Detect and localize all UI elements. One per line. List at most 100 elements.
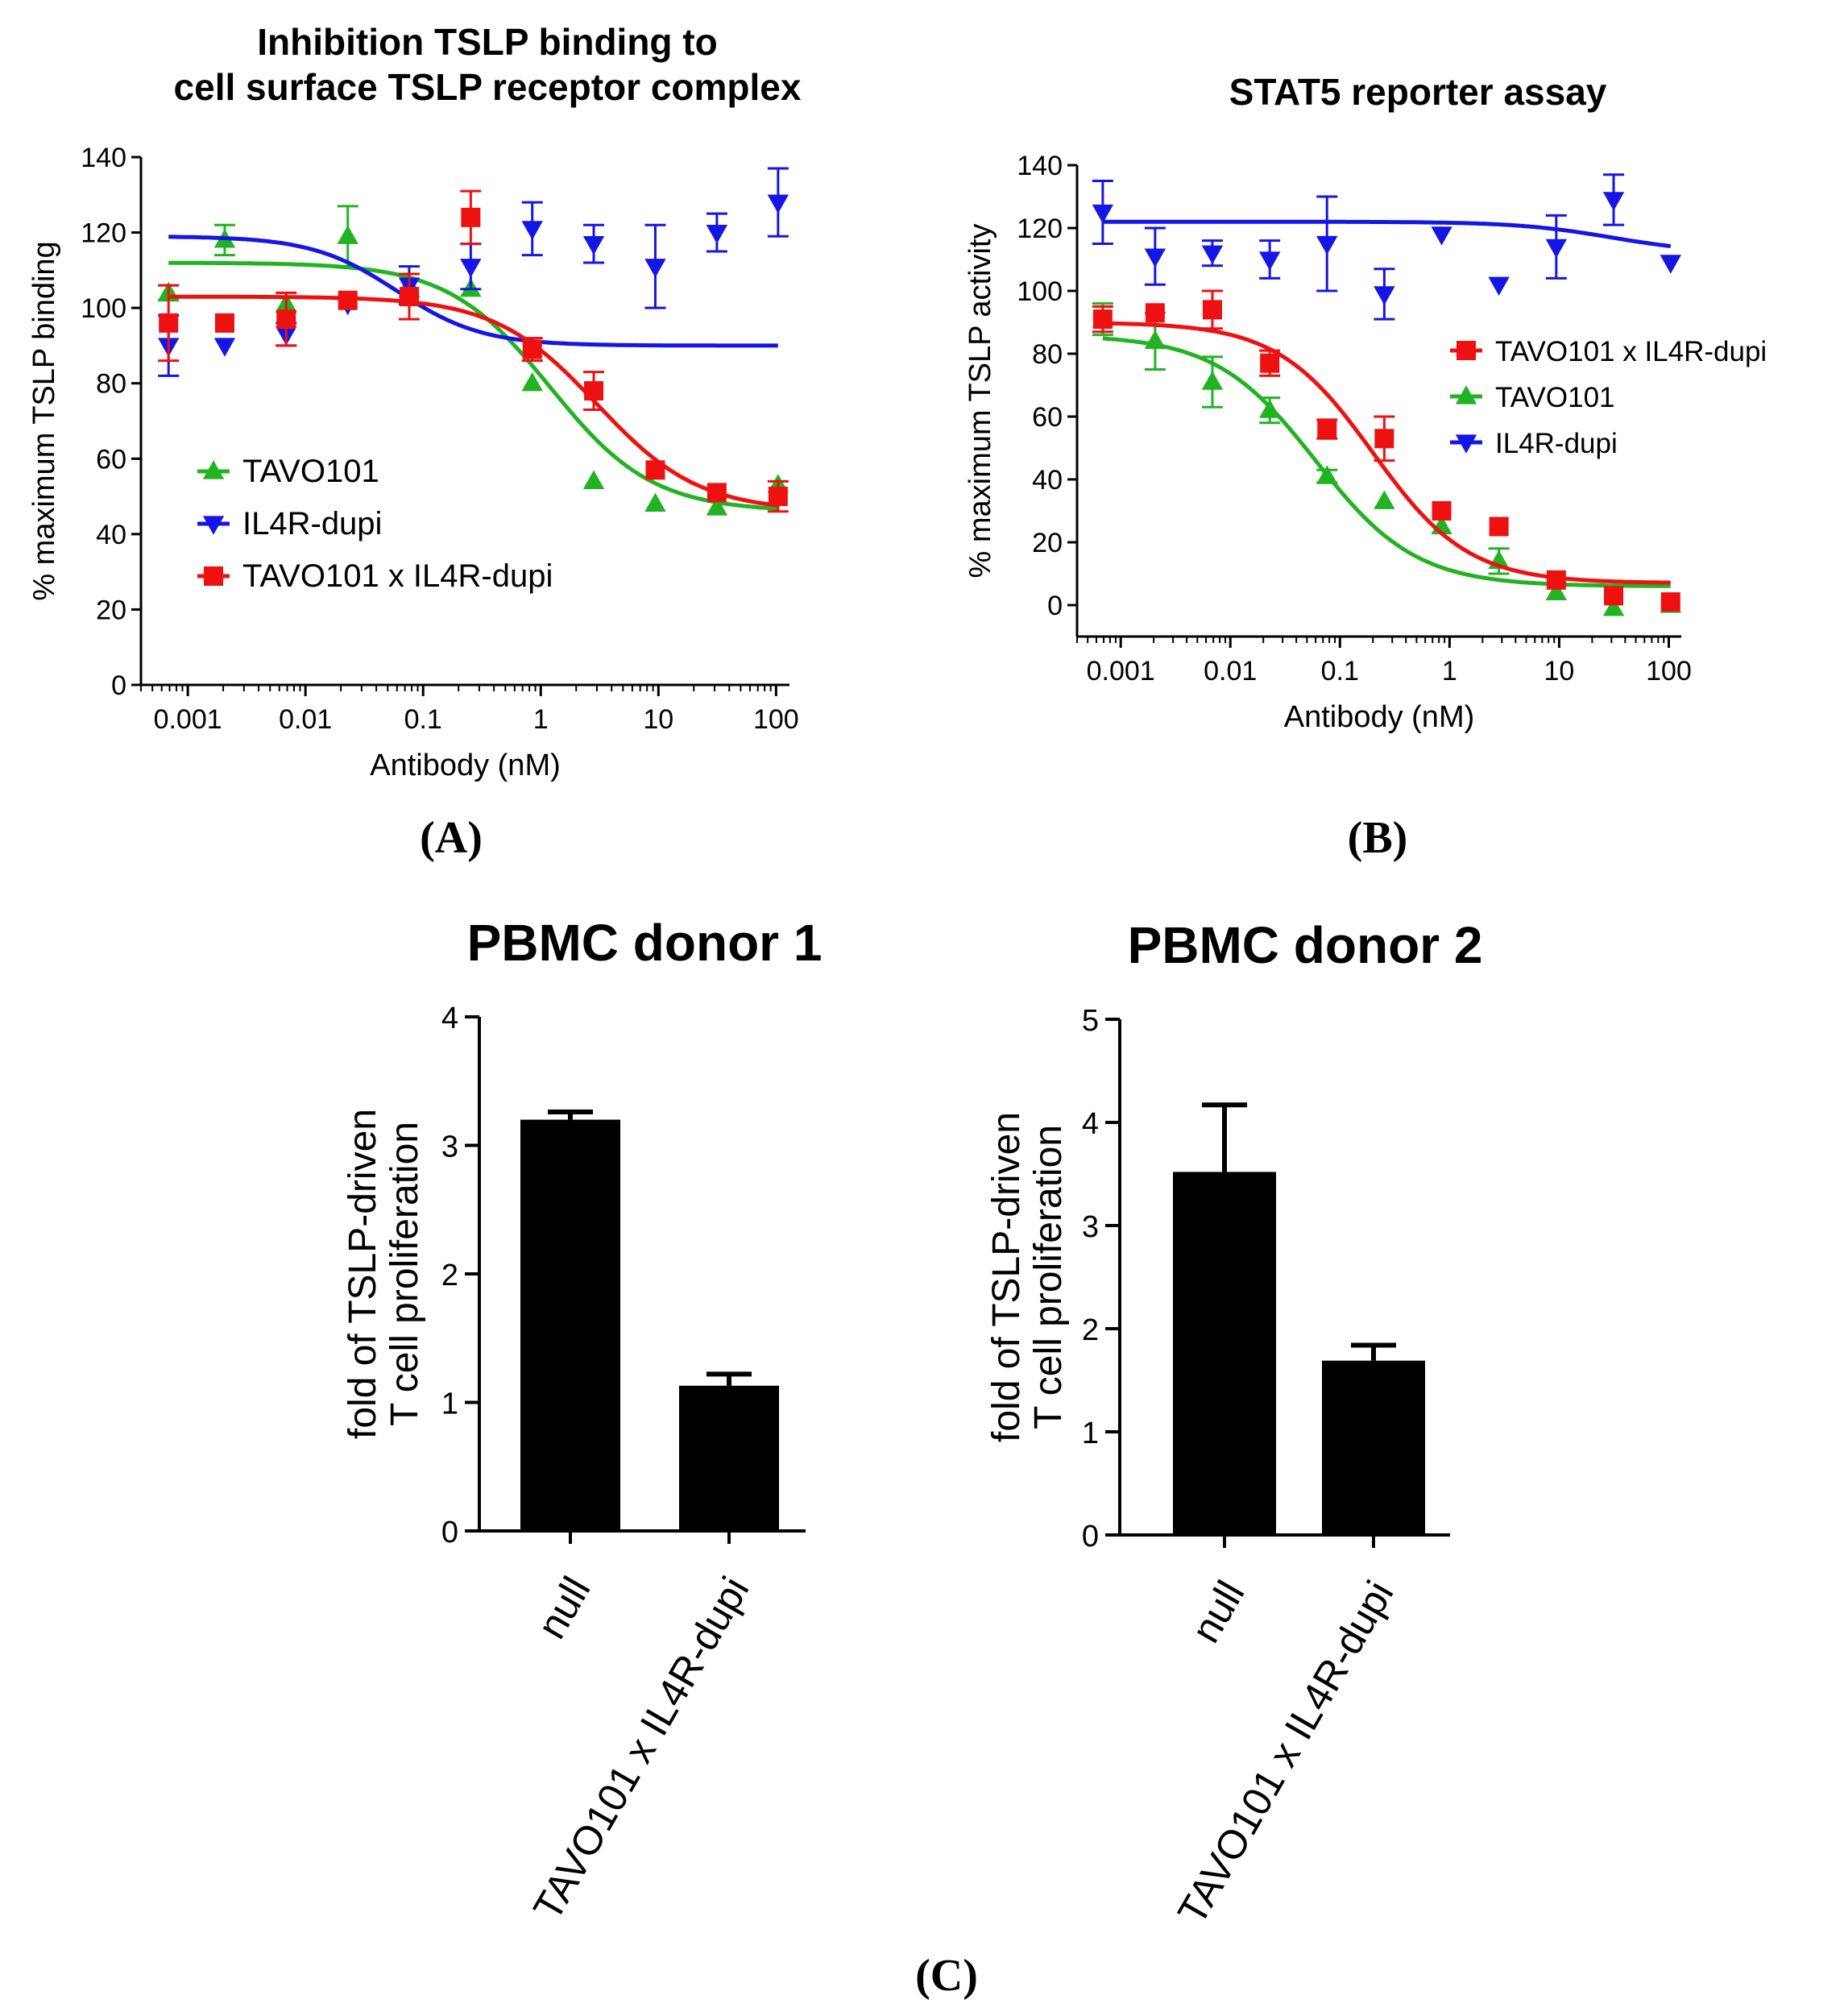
y-tick-label: 0 — [441, 1516, 458, 1549]
y-tick-label: 140 — [1017, 151, 1063, 181]
legend-marker — [204, 566, 223, 586]
data-point-tavo101-x-il4r-dupi — [338, 290, 358, 310]
data-point-il4r-dupi — [460, 259, 482, 278]
data-point-tavo101-x-il4r-dupi — [1374, 429, 1394, 449]
data-point-il4r-dupi — [644, 259, 666, 278]
data-point-il4r-dupi — [213, 338, 236, 357]
data-point-tavo101-x-il4r-dupi — [522, 339, 542, 359]
y-tick-label: 2 — [1082, 1313, 1099, 1347]
y-axis-label: fold of TSLP-driven — [985, 1112, 1028, 1442]
y-tick-label: 120 — [81, 218, 126, 249]
chart-b-stat5-reporter: STAT5 reporter assay 0 20 40 60 80 100 120 140 0.… — [963, 71, 1767, 734]
fit-curve-tavo101-x-il4r-dupi — [168, 294, 779, 508]
y-axis-label: T cell proliferation — [1027, 1125, 1070, 1429]
bar-treated — [1322, 1360, 1425, 1535]
data-point-tavo101-x-il4r-dupi — [159, 313, 179, 333]
panel-label-a: (A) — [420, 813, 483, 863]
y-tick-label: 4 — [441, 1002, 458, 1035]
data-point-il4r-dupi — [1545, 239, 1568, 259]
y-tick-label: 140 — [81, 143, 126, 173]
y-tick-label: 3 — [1082, 1210, 1099, 1244]
chart-title: PBMC donor 1 — [467, 914, 823, 972]
x-tick-label: 10 — [643, 704, 673, 735]
y-axis-label: fold of TSLP-driven — [342, 1109, 384, 1439]
panel-label-c: (C) — [915, 1951, 978, 2001]
y-tick-label: 5 — [1082, 1004, 1099, 1038]
y-tick-label: 60 — [96, 444, 126, 475]
legend-label: TAVO101 — [1495, 382, 1615, 413]
legend-label: IL4R-dupi — [1495, 428, 1618, 459]
data-point-tavo101-x-il4r-dupi — [399, 287, 419, 307]
data-point-tavo101 — [337, 225, 358, 244]
x-axis-label: Antibody (nM) — [370, 749, 561, 782]
data-point-tavo101 — [1374, 490, 1395, 509]
data-point-tavo101-x-il4r-dupi — [1317, 419, 1337, 439]
data-point-il4r-dupi — [1144, 248, 1166, 268]
legend-marker — [202, 516, 225, 535]
y-tick-label: 2 — [441, 1259, 458, 1292]
data-point-tavo101-x-il4r-dupi — [1202, 300, 1222, 320]
legend-label: TAVO101 x IL4R-dupi — [242, 558, 553, 594]
bar-null — [520, 1119, 620, 1531]
data-point-il4r-dupi — [1316, 235, 1338, 255]
data-point-tavo101-x-il4r-dupi — [1260, 353, 1280, 373]
x-category-label: null — [528, 1570, 599, 1646]
data-point-il4r-dupi — [521, 221, 543, 240]
y-axis-label: % maximum TSLP binding — [27, 241, 61, 600]
data-point-tavo101 — [644, 492, 666, 512]
x-tick-label: 0.001 — [1087, 656, 1155, 687]
legend-label: TAVO101 x IL4R-dupi — [1495, 336, 1767, 367]
data-point-il4r-dupi — [1374, 286, 1395, 305]
x-tick-label: 0.001 — [154, 704, 222, 735]
data-point-tavo101-x-il4r-dupi — [1489, 516, 1509, 537]
y-tick-label: 60 — [1032, 402, 1063, 433]
data-point-tavo101 — [582, 470, 605, 489]
fit-curve-il4r-dupi — [1102, 219, 1672, 248]
data-point-tavo101-x-il4r-dupi — [1604, 586, 1624, 606]
legend-label: TAVO101 — [242, 454, 379, 489]
data-point-tavo101-x-il4r-dupi — [461, 207, 481, 227]
data-point-tavo101 — [521, 371, 543, 392]
chart-c2-pbmc-donor-2: PBMC donor 2 0 1 2 3 4 5 fold of TSLP-driven T c… — [985, 916, 1482, 1932]
x-tick-label: 0.01 — [1204, 656, 1257, 687]
data-point-tavo101-x-il4r-dupi — [645, 460, 665, 480]
y-tick-label: 4 — [1082, 1107, 1099, 1141]
y-tick-label: 1 — [441, 1388, 458, 1421]
legend-label: IL4R-dupi — [242, 506, 382, 541]
data-point-tavo101-x-il4r-dupi — [707, 483, 727, 503]
data-point-tavo101 — [1316, 465, 1338, 484]
y-tick-label: 100 — [1017, 276, 1063, 307]
data-point-il4r-dupi — [1431, 226, 1452, 246]
data-point-tavo101 — [1258, 399, 1281, 418]
data-point-tavo101 — [1201, 371, 1224, 390]
x-tick-label: 10 — [1544, 656, 1575, 687]
chart-c1-pbmc-donor-1: PBMC donor 1 0 1 2 3 4 fold of TSLP-driven T ce… — [342, 914, 822, 1928]
y-tick-label: 20 — [96, 595, 126, 625]
legend-marker — [1457, 341, 1476, 360]
y-tick-label: 80 — [1032, 339, 1063, 370]
chart-title: STAT5 reporter assay — [1229, 71, 1607, 113]
x-tick-label: 1 — [533, 704, 549, 735]
fit-curve-tavo101 — [1102, 336, 1671, 588]
y-tick-label: 0 — [1082, 1520, 1099, 1553]
data-point-tavo101-x-il4r-dupi — [1432, 501, 1452, 521]
y-tick-label: 120 — [1017, 214, 1063, 244]
data-point-tavo101 — [1545, 581, 1568, 600]
x-category-label: null — [1183, 1574, 1253, 1650]
x-axis-label: Antibody (nM) — [1284, 700, 1475, 734]
y-tick-label: 40 — [96, 520, 126, 550]
data-point-il4r-dupi — [582, 236, 605, 255]
data-point-tavo101-x-il4r-dupi — [1660, 592, 1680, 612]
y-tick-label: 0 — [111, 670, 126, 701]
data-point-tavo101-x-il4r-dupi — [1546, 570, 1566, 590]
y-axis-label: % maximum TSLP activity — [963, 224, 997, 579]
chart-title: PBMC donor 2 — [1128, 916, 1483, 974]
data-point-tavo101-x-il4r-dupi — [276, 309, 296, 330]
data-point-il4r-dupi — [767, 194, 789, 214]
chart-title: cell surface TSLP receptor complex — [174, 66, 802, 108]
legend-marker — [202, 460, 225, 479]
data-point-il4r-dupi — [1602, 192, 1625, 211]
x-tick-label: 100 — [1646, 656, 1692, 687]
